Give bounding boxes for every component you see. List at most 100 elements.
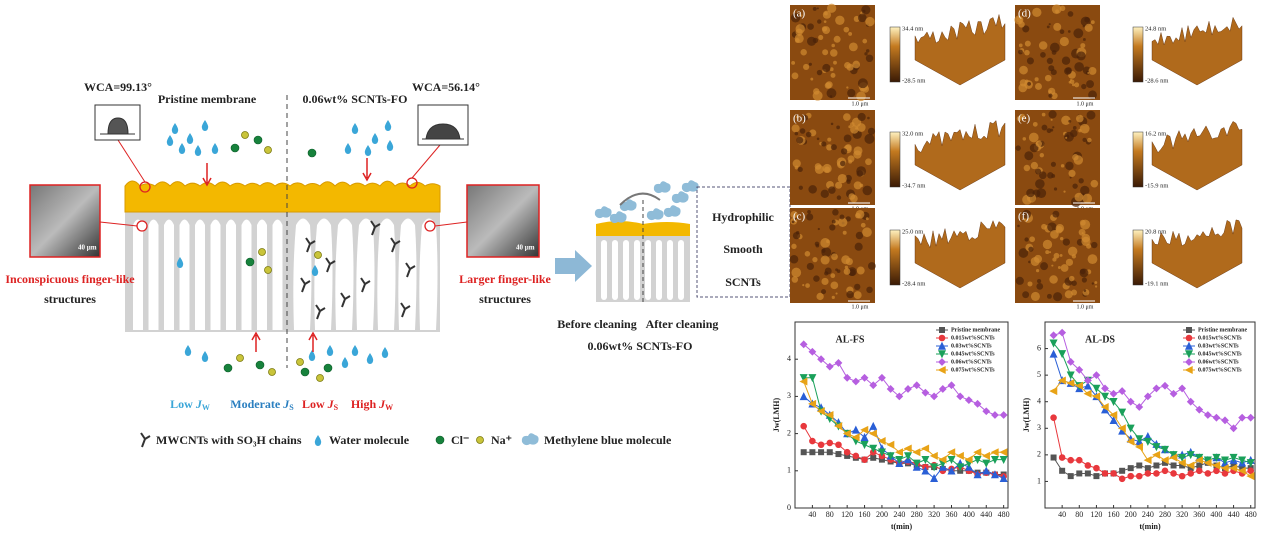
x-tick-label: 80	[1075, 510, 1083, 519]
droplet	[422, 123, 464, 140]
removal-arrow	[619, 192, 661, 206]
afm-texture	[817, 227, 820, 231]
marker	[1160, 456, 1169, 465]
marker	[1126, 424, 1135, 433]
marker	[851, 433, 860, 442]
afm-texture	[859, 183, 864, 188]
legend-label: Pristine membrane	[951, 327, 1000, 333]
water	[351, 123, 359, 134]
marker	[973, 399, 982, 408]
afm-texture	[1047, 222, 1057, 232]
afm-texture	[865, 49, 870, 53]
afm-texture	[794, 131, 799, 136]
marker	[1109, 398, 1118, 407]
x-tick-label: 200	[876, 510, 888, 519]
x-tick-label: 280	[1159, 510, 1171, 519]
afm-texture	[798, 185, 803, 190]
afm-texture	[1050, 128, 1054, 132]
marker	[1101, 470, 1109, 477]
afm-texture	[858, 13, 867, 23]
marker	[981, 451, 990, 460]
marker	[1143, 456, 1152, 465]
legend-marker	[1184, 365, 1193, 375]
afm-texture	[803, 63, 810, 71]
afm-texture	[1083, 289, 1087, 292]
afm-texture	[1091, 241, 1098, 249]
flux-labels: Low JW Moderate JS Low JS High JW	[170, 397, 393, 412]
afm-texture	[1087, 71, 1090, 74]
pore	[179, 219, 190, 330]
afm-texture	[812, 90, 823, 101]
marker	[1229, 464, 1238, 473]
afm-texture	[805, 283, 810, 288]
color-bar	[1132, 26, 1144, 83]
afm-texture	[1076, 51, 1086, 61]
afm-texture	[1045, 250, 1050, 255]
cleaned-membrane	[594, 180, 699, 305]
marker	[904, 452, 913, 461]
afm-texture	[1022, 209, 1032, 219]
pore	[678, 240, 684, 300]
na-ion	[264, 146, 272, 154]
marker	[817, 355, 825, 364]
marker	[860, 373, 869, 382]
series-line	[1053, 417, 1251, 480]
x-tick-label: 40	[808, 510, 816, 519]
afm-texture	[865, 54, 874, 63]
afm-texture	[1084, 23, 1093, 32]
afm-panel: (c) 1.0 μm 25.0 nm -28.4 nm	[789, 208, 1006, 310]
marker	[1049, 349, 1058, 358]
afm-texture	[867, 127, 876, 135]
afm-texture	[821, 248, 826, 253]
marker	[947, 448, 956, 457]
afm-surface	[914, 14, 1006, 86]
afm-texture	[840, 160, 846, 167]
afm-texture	[830, 144, 837, 151]
x-tick-label: 160	[1108, 510, 1120, 519]
property: SCNTs	[725, 275, 761, 289]
afm-texture	[840, 148, 848, 155]
mb-molecule	[681, 180, 699, 193]
mb-molecule	[594, 206, 612, 219]
afm-texture	[827, 137, 832, 142]
afm-texture	[830, 72, 836, 78]
marker	[1203, 411, 1212, 419]
afm-texture	[808, 185, 817, 194]
afm-texture	[862, 227, 872, 238]
water	[364, 145, 372, 156]
afm-texture	[1071, 83, 1075, 87]
color-min: -15.9 nm	[1145, 182, 1168, 189]
afm-texture	[1049, 42, 1060, 53]
structure-label: Larger finger-like	[459, 272, 551, 286]
marker	[1246, 472, 1255, 481]
x-tick-label: 280	[911, 510, 923, 519]
marker	[886, 452, 895, 461]
charts: 40 80 120 160 200 240 280 320 360 400 440 48001234t…	[772, 321, 1257, 531]
marker	[1135, 403, 1144, 411]
cleaning-label: Before cleaning	[557, 317, 636, 331]
afm-texture	[1086, 243, 1092, 249]
marker	[1221, 470, 1229, 477]
diagram-legend: MWCNTs with SO₃H chains Water molecule Cl⁻…	[140, 432, 672, 448]
afm-texture	[1050, 161, 1057, 167]
afm-texture	[1072, 126, 1077, 130]
afm-texture	[1022, 25, 1030, 33]
afm-texture	[1024, 49, 1030, 56]
afm-texture	[1067, 11, 1074, 17]
afm-texture	[1061, 115, 1071, 125]
water	[211, 143, 219, 154]
afm-texture	[861, 5, 871, 15]
afm-texture	[824, 267, 832, 275]
afm-texture	[1088, 90, 1097, 100]
callout-line	[117, 139, 146, 183]
marker	[895, 455, 904, 464]
water	[166, 135, 174, 146]
marker	[1059, 467, 1066, 474]
afm-texture	[1065, 136, 1068, 139]
afm-texture	[856, 91, 866, 102]
afm-texture	[843, 113, 851, 121]
marker	[1246, 459, 1255, 468]
water	[344, 143, 352, 154]
marker	[869, 381, 878, 390]
